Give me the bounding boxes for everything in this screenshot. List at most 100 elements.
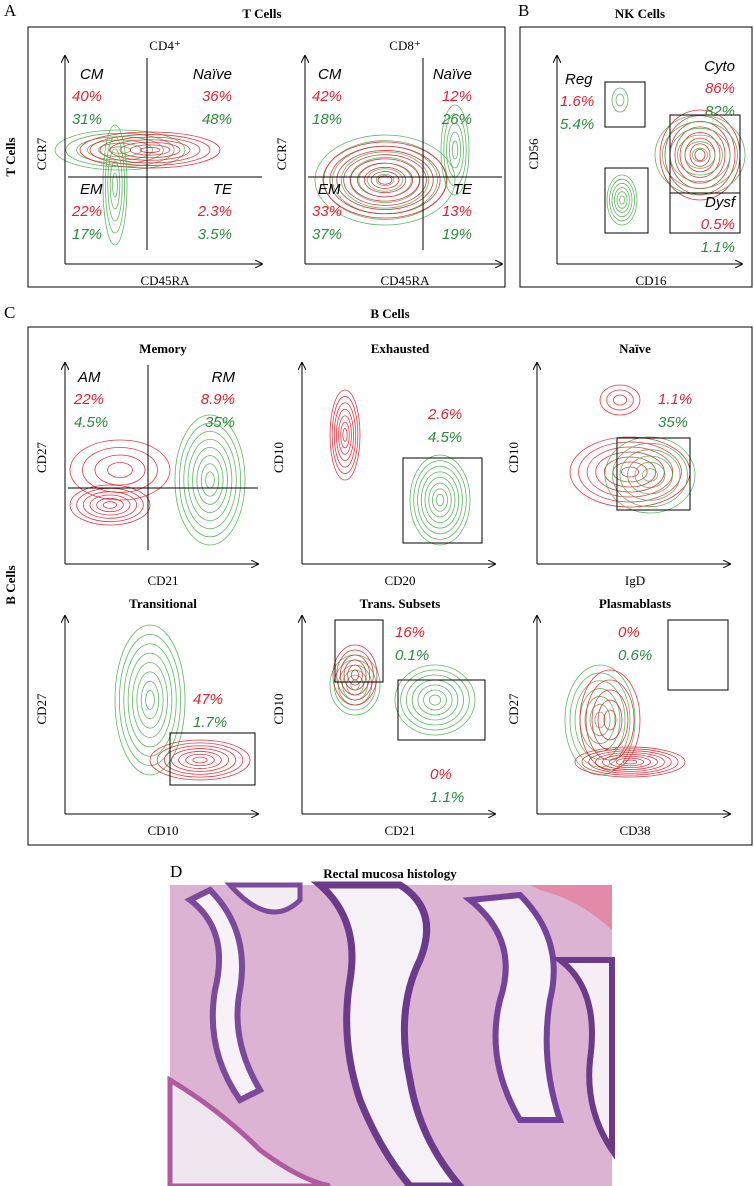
contour	[336, 408, 354, 462]
contour	[108, 146, 132, 154]
gate-box	[397, 679, 486, 741]
x-axis-label: IgD	[625, 573, 645, 588]
gate-percent: 47%	[193, 691, 223, 708]
contour	[574, 680, 626, 760]
gate-percent: 1.1%	[701, 239, 735, 256]
contour	[322, 141, 448, 219]
contour	[578, 441, 682, 503]
contour	[621, 466, 639, 478]
contour	[332, 644, 378, 706]
contour	[200, 463, 220, 497]
contour	[163, 745, 237, 775]
panel-label: D	[170, 862, 182, 881]
panel-b-frame	[519, 26, 753, 288]
y-axis-label: CD27	[506, 693, 521, 725]
gate-percent: 2.3%	[197, 203, 232, 220]
contour	[440, 104, 470, 196]
contour	[584, 696, 616, 744]
contour	[340, 421, 350, 449]
contour	[606, 174, 638, 226]
gate-name: Naïve	[433, 66, 472, 83]
y-axis-label: CD10	[506, 442, 521, 473]
contour	[336, 649, 374, 701]
gate-percent: 0.5%	[701, 216, 735, 233]
contour	[96, 497, 124, 513]
contour	[331, 396, 359, 474]
contour	[363, 166, 407, 194]
contour	[149, 739, 251, 781]
row-label: T Cells	[3, 137, 18, 176]
contour	[689, 143, 711, 167]
y-axis-label: CD27	[34, 693, 49, 725]
contour	[606, 389, 634, 411]
gate-box	[604, 167, 649, 234]
contour	[609, 178, 635, 222]
contour	[597, 699, 623, 741]
contour	[611, 182, 633, 218]
contour	[329, 145, 441, 215]
contour	[329, 389, 361, 481]
contour	[591, 689, 629, 751]
contour	[677, 134, 723, 176]
contour	[187, 438, 233, 522]
contour	[612, 461, 648, 483]
contour	[367, 168, 403, 192]
gate-name: TE	[453, 181, 473, 198]
contour	[332, 145, 438, 215]
gate-percent: 82%	[705, 103, 735, 120]
plot-heading: Transitional	[129, 596, 197, 611]
contour	[76, 487, 144, 523]
contour	[323, 140, 447, 220]
contour	[350, 158, 420, 202]
contour	[178, 751, 222, 769]
gate-percent: 5.4%	[560, 116, 594, 133]
y-axis-label: CD27	[34, 441, 49, 473]
gate-percent: 22%	[73, 391, 104, 408]
contour	[669, 127, 731, 183]
contour	[333, 402, 357, 468]
x-axis-label: CD21	[147, 573, 178, 588]
gate-box	[604, 81, 646, 128]
contour	[615, 93, 625, 107]
gate-percent: 17%	[72, 226, 102, 243]
contour	[599, 384, 641, 416]
plot-heading: Exhausted	[371, 341, 430, 356]
contour	[349, 157, 421, 203]
contour	[69, 484, 151, 526]
contour	[634, 461, 666, 489]
gate-percent: 12%	[442, 88, 472, 105]
contour	[594, 711, 606, 729]
gate-percent: 31%	[72, 111, 102, 128]
panel-title: Rectal mucosa histology	[323, 866, 457, 881]
contour	[342, 428, 348, 442]
gate-percent: 16%	[395, 624, 425, 641]
gate-name: Naïve	[193, 66, 232, 83]
contour	[694, 148, 706, 162]
gate-percent: 1.1%	[430, 789, 464, 806]
x-axis-label: CD38	[619, 823, 650, 838]
gate-name: Dysf	[705, 194, 737, 211]
gate-percent: 36%	[202, 88, 232, 105]
gate-percent: 8.9%	[201, 391, 235, 408]
gate-percent: 4.5%	[428, 429, 462, 446]
contour	[140, 680, 160, 720]
x-axis-label: CD20	[384, 573, 415, 588]
contour	[102, 501, 118, 509]
contour	[183, 430, 237, 530]
gate-percent: 86%	[705, 80, 735, 97]
contour	[156, 742, 244, 778]
panel-a-frame	[27, 26, 506, 288]
contour	[411, 679, 459, 721]
contour	[192, 447, 228, 513]
contour	[619, 195, 625, 205]
gate-percent: 4.5%	[74, 414, 108, 431]
gate-box	[669, 192, 741, 234]
gate-percent: 13%	[442, 203, 472, 220]
contour	[377, 175, 393, 185]
contour	[145, 690, 155, 710]
contour	[589, 703, 611, 737]
plot-heading: Plasmablasts	[599, 596, 671, 611]
contour	[105, 136, 126, 234]
gate-name: CM	[80, 66, 104, 83]
